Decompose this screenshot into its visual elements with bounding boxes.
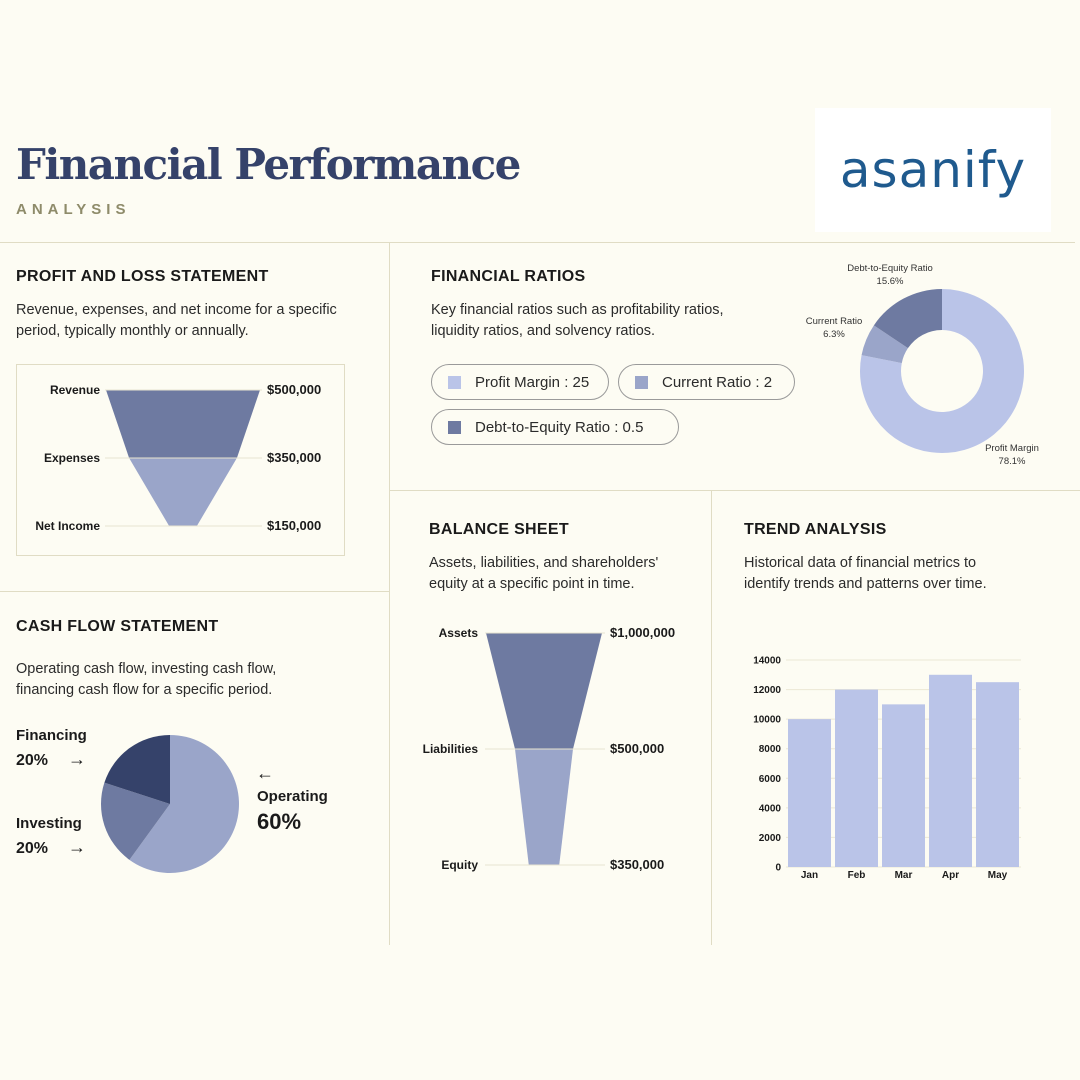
cashflow-pie-chart: Financing 20% → Investing 20% → ← Operating 60% [16,727,328,873]
pie-label-name: Financing [16,727,87,744]
divider-vertical-left [389,242,390,945]
donut-slice-name: Current Ratio [806,316,863,327]
donut-slice-current-ratio [861,325,908,364]
funnel-category-label: Liabilities [423,742,479,756]
ratios-title: FINANCIAL RATIOS [431,268,586,285]
chip-swatch [448,375,461,389]
donut-slice-profit-margin [860,289,1024,453]
trend-title: TREND ANALYSIS [744,521,887,538]
donut-slice-name: Profit Margin [985,443,1039,454]
logo-panel: asanify [815,108,1051,232]
bar-may [976,682,1019,867]
y-tick-label: 2000 [759,833,782,844]
x-tick-label: Apr [942,870,959,881]
x-tick-label: Feb [848,870,866,881]
funnel-category-label: Expenses [44,451,100,465]
chip-label: Current Ratio : 2 [662,373,773,391]
donut-slice-percent: 78.1% [999,456,1026,467]
funnel-segment-expenses [129,458,237,526]
arrow-right-icon: → [68,837,86,857]
y-tick-label: 6000 [759,774,782,785]
y-tick-label: 12000 [753,685,781,696]
bar-apr [929,674,972,867]
arrow-right-icon: → [68,749,86,769]
bar-jan [788,719,831,867]
chip-swatch [635,375,648,389]
funnel-value-label: $350,000 [267,450,321,465]
pie-slice-operating [129,735,239,873]
funnel-category-label: Equity [441,858,478,872]
x-tick-label: May [988,870,1008,881]
pl-chart-frame [16,364,345,556]
brand-logo: asanify [839,141,1027,199]
page-title: Financial Performance [16,140,521,189]
divider-right-mid [390,490,1080,491]
y-tick-label: 0 [775,863,781,874]
chip-current-ratio: Current Ratio : 2 [618,364,795,400]
divider-left-mid [0,591,390,592]
pie-label-percent: 20% [16,752,48,769]
chip-debt-equity: Debt-to-Equity Ratio : 0.5 [431,409,679,445]
chip-swatch [448,420,461,434]
divider-top [0,242,1075,243]
pie-label-percent: 60% [257,809,301,834]
donut-slice-percent: 15.6% [877,276,904,287]
y-tick-label: 14000 [753,656,781,667]
funnel-category-label: Revenue [50,383,100,397]
ratios-description: Key financial ratios such as profitabili… [431,302,724,339]
funnel-segment-liabilities [515,749,573,865]
chip-profit-margin: Profit Margin : 25 [431,364,609,400]
pie-label-percent: 20% [16,840,48,857]
pl-funnel-chart: Revenue $500,000 Expenses $350,000 Net Incom… [35,382,321,533]
chip-label: Debt-to-Equity Ratio : 0.5 [475,418,644,436]
balance-description: Assets, liabilities, and shareholders' e… [429,555,659,592]
arrow-left-icon: ← [256,763,274,783]
pl-title: PROFIT AND LOSS STATEMENT [16,268,269,285]
funnel-value-label: $350,000 [610,857,664,872]
funnel-value-label: $150,000 [267,518,321,533]
cashflow-title: CASH FLOW STATEMENT [16,618,219,635]
page-subtitle: ANALYSIS [16,201,131,218]
y-tick-label: 10000 [753,715,781,726]
balance-funnel-chart: Assets $1,000,000 Liabilities $500,000 Equit… [423,625,675,872]
chip-label: Profit Margin : 25 [475,373,590,391]
bar-feb [835,689,878,867]
donut-slice-percent: 6.3% [823,329,845,340]
pie-slice-investing [101,782,170,860]
trend-bar-chart: 0 2000 4000 6000 8000 10000 12000 14000 Jan Feb Ma… [753,656,1021,881]
funnel-segment-revenue [106,390,260,458]
funnel-value-label: $500,000 [267,382,321,397]
donut-slice-name: Debt-to-Equity Ratio [847,263,933,274]
pie-label-name: Investing [16,815,82,832]
x-tick-label: Jan [801,870,818,881]
trend-description: Historical data of financial metrics to … [744,555,987,592]
pl-description: Revenue, expenses, and net income for a … [16,302,337,339]
divider-vertical-right [711,490,712,945]
balance-title: BALANCE SHEET [429,521,569,538]
donut-slice-debt-to-equity-ratio [873,289,942,349]
funnel-category-label: Net Income [35,519,100,533]
ratios-donut-chart: Profit Margin 78.1% Current Ratio 6.3% Debt-… [806,263,1039,467]
pie-label-name: Operating [257,788,328,805]
y-tick-label: 4000 [759,803,782,814]
y-tick-label: 8000 [759,744,782,755]
x-tick-label: Mar [895,870,913,881]
bar-mar [882,704,925,867]
funnel-value-label: $1,000,000 [610,625,675,640]
funnel-segment-assets [486,633,602,749]
cashflow-description: Operating cash flow, investing cash flow… [16,661,277,698]
funnel-value-label: $500,000 [610,741,664,756]
pie-slice-financing [104,735,170,804]
funnel-category-label: Assets [439,626,479,640]
